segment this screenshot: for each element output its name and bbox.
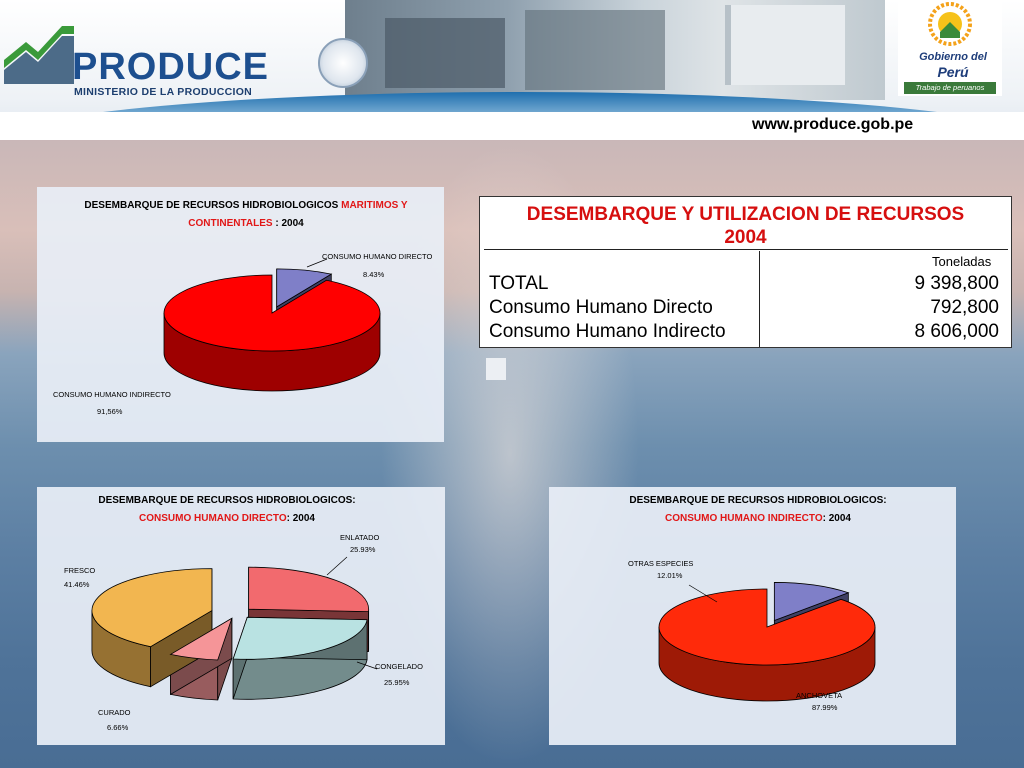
chart-title-black: DESEMBARQUE DE RECURSOS HIDROBIOLOGICOS (84, 200, 342, 211)
chart-title-year: : 2004 (272, 218, 304, 229)
header-photo-machine (385, 18, 505, 88)
pie-slice-congelado (232, 616, 368, 660)
chart-title-red-2: CONTINENTALES (188, 218, 273, 229)
chart-title-year: : 2004 (822, 513, 851, 524)
summary-table: DESEMBARQUE Y UTILIZACION DE RECURSOS 20… (479, 196, 1012, 348)
chart-title-black: DESEMBARQUE DE RECURSOS HIDROBIOLOGICOS: (98, 495, 356, 506)
slice-label-value: 6.66% (107, 723, 129, 732)
slice-label-value: 41.46% (64, 580, 90, 589)
pie-slice-enlatado (248, 566, 370, 613)
gov-tagline: Trabajo de peruanos (904, 82, 996, 94)
slice-label-value: 8.43% (363, 270, 385, 279)
chart-title-red: MARITIMOS Y (341, 200, 408, 211)
header-band (0, 112, 1024, 140)
table-title-line1: DESEMBARQUE Y UTILIZACION DE RECURSOS (526, 204, 965, 225)
chart-title-red: CONSUMO HUMANO INDIRECTO (665, 513, 823, 524)
pie-slice-anchoveta (658, 588, 876, 666)
slice-label-name: FRESCO (64, 566, 96, 575)
gov-name-line1: Gobierno del (919, 51, 987, 63)
slice-label-name: CONGELADO (375, 662, 423, 671)
table-divider (484, 249, 1008, 250)
table-row-value: 792,800 (930, 297, 999, 318)
slice-label-name: OTRAS ESPECIES (628, 559, 694, 568)
logo-text: PRODUCE (72, 46, 270, 88)
table-title: DESEMBARQUE Y UTILIZACION DE RECURSOS 20… (480, 203, 1011, 249)
table-row-label: Consumo Humano Directo (489, 297, 713, 318)
table-title-line2: 2004 (724, 227, 767, 248)
slice-label-name: ENLATADO (340, 533, 380, 542)
slice-label-name: CURADO (98, 708, 131, 717)
pie-chart-indirecto (658, 582, 876, 702)
chart-panel-indirecto: DESEMBARQUE DE RECURSOS HIDROBIOLOGICOS:… (549, 487, 956, 745)
table-row-value: 8 606,000 (914, 321, 999, 342)
pie-tops (163, 268, 381, 352)
slice-label-value: 87.99% (812, 703, 838, 712)
slice-label-name: ANCHOVETA (796, 691, 843, 700)
header-banner: PRODUCE MINISTERIO DE LA PRODUCCION Gobi… (0, 0, 1024, 140)
slice-label-value: 25.93% (350, 545, 376, 554)
header-photo (345, 0, 885, 100)
chart-panel-total: DESEMBARQUE DE RECURSOS HIDROBIOLOGICOS … (37, 187, 444, 442)
label-leader-line (306, 258, 328, 268)
table-row-label: TOTAL (489, 273, 549, 294)
pie-chart-total (163, 258, 381, 392)
table-column-divider (759, 251, 760, 347)
table-row-label: Consumo Humano Indirecto (489, 321, 726, 342)
header-photo-workers (525, 10, 665, 90)
chart-title-year: : 2004 (286, 513, 315, 524)
pie-slice-consumo-humano-indirecto (163, 274, 381, 352)
slice-label-value: 91,56% (97, 407, 123, 416)
header-photo-silo (725, 5, 845, 85)
chart-title: DESEMBARQUE DE RECURSOS HIDROBIOLOGICOS … (51, 197, 441, 233)
label-leader-line (356, 661, 378, 670)
pie-slice-curado (169, 617, 233, 661)
chart-title: DESEMBARQUE DE RECURSOS HIDROBIOLOGICOS:… (57, 492, 397, 528)
site-url[interactable]: www.produce.gob.pe (752, 116, 914, 133)
slice-label-value: 12.01% (657, 571, 683, 580)
slice-label-name: CONSUMO HUMANO INDIRECTO (53, 390, 171, 399)
pie-slice-fresco (91, 568, 213, 648)
chart-title-black: DESEMBARQUE DE RECURSOS HIDROBIOLOGICOS: (629, 495, 887, 506)
slice-label-value: 25.95% (384, 678, 410, 687)
chart-title-red: CONSUMO HUMANO DIRECTO (139, 513, 287, 524)
pie-tops (658, 582, 876, 666)
decorative-square (486, 358, 506, 380)
label-leader-line (688, 584, 718, 603)
chart-title: DESEMBARQUE DE RECURSOS HIDROBIOLOGICOS:… (579, 492, 937, 528)
pie-tops (91, 566, 370, 661)
chart-panel-directo: DESEMBARQUE DE RECURSOS HIDROBIOLOGICOS:… (37, 487, 445, 745)
table-unit: Toneladas (932, 254, 992, 269)
gov-name-line2: Perú (937, 64, 969, 80)
sun-icon (928, 2, 972, 46)
table-row-value: 9 398,800 (914, 273, 999, 294)
national-seal-icon (318, 38, 368, 88)
label-leader-line (326, 556, 348, 576)
pie-slice-otras-especies (773, 582, 850, 622)
pie-chart-directo (91, 556, 378, 701)
gobierno-peru-logo: Gobierno del Perú Trabajo de peruanos (898, 0, 1002, 96)
pie-slice-consumo-humano-directo (276, 268, 333, 308)
slice-label-name: CONSUMO HUMANO DIRECTO (322, 252, 433, 261)
logo-subtitle: MINISTERIO DE LA PRODUCCION (74, 86, 253, 98)
produce-logo-icon (4, 26, 74, 84)
